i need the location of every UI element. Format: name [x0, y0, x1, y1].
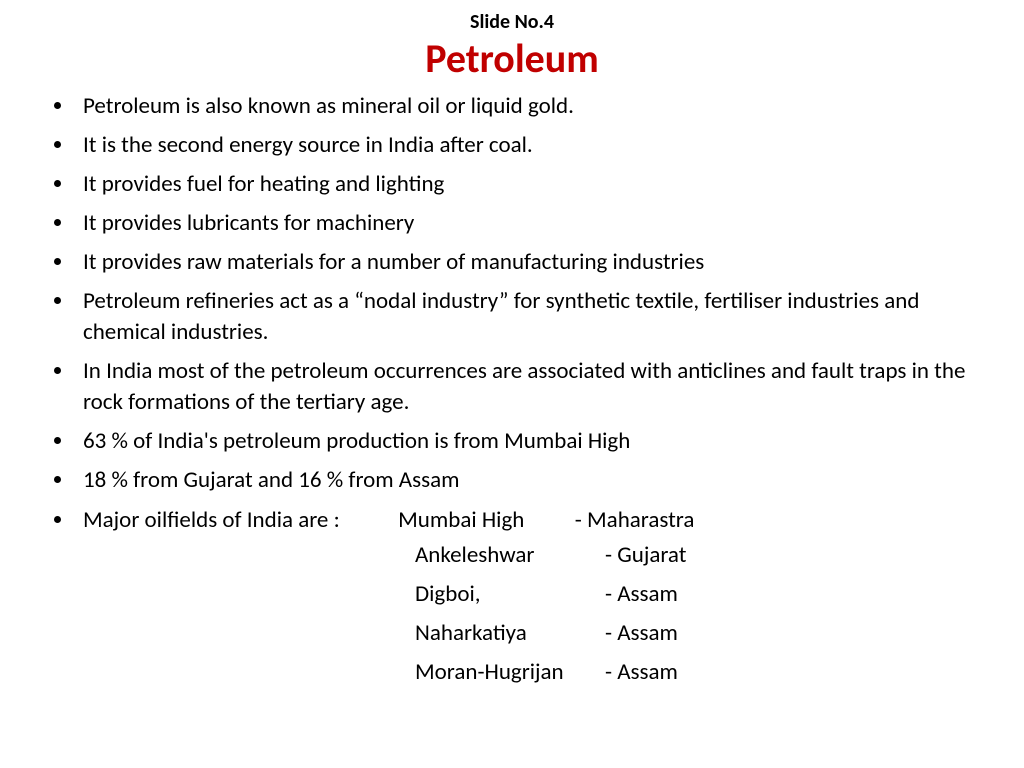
oilfield-state: - Assam	[605, 657, 678, 688]
oilfield-row: Naharkatiya - Assam	[415, 618, 984, 649]
oilfield-state: - Assam	[605, 618, 678, 649]
oilfield-name: Ankeleshwar	[415, 540, 605, 571]
oilfields-intro: Major oilfields of India are :	[83, 506, 340, 534]
oilfield-state: - Maharastra	[575, 506, 695, 534]
bullet-item: It provides lubricants for machinery	[75, 208, 984, 239]
oilfield-name: Digboi,	[415, 579, 605, 610]
oilfield-state: - Assam	[605, 579, 678, 610]
bullet-list: Petroleum is also known as mineral oil o…	[40, 91, 984, 536]
bullet-item: 18 % from Gujarat and 16 % from Assam	[75, 465, 984, 496]
oilfield-state: - Gujarat	[605, 540, 686, 571]
bullet-item-oilfields: Major oilfields of India are : Mumbai Hi…	[75, 505, 984, 536]
bullet-item: Petroleum refineries act as a “nodal ind…	[75, 286, 984, 348]
oilfield-name: Naharkatiya	[415, 618, 605, 649]
oilfield-name: Moran-Hugrijan	[415, 657, 605, 688]
bullet-item: It provides raw materials for a number o…	[75, 247, 984, 278]
bullet-item: 63 % of India's petroleum production is …	[75, 426, 984, 457]
oilfield-row: Ankeleshwar - Gujarat	[415, 540, 984, 571]
bullet-item: It is the second energy source in India …	[75, 130, 984, 161]
oilfield-name: Mumbai High	[398, 506, 524, 534]
oilfield-row: Moran-Hugrijan - Assam	[415, 657, 984, 688]
oilfield-row: Digboi, - Assam	[415, 579, 984, 610]
bullet-item: In India most of the petroleum occurrenc…	[75, 356, 984, 418]
slide-number: Slide No.4	[40, 10, 984, 34]
slide-title: Petroleum	[40, 34, 984, 83]
oilfield-table: Ankeleshwar - Gujarat Digboi, - Assam Na…	[415, 540, 984, 688]
bullet-item: It provides fuel for heating and lightin…	[75, 169, 984, 200]
bullet-item: Petroleum is also known as mineral oil o…	[75, 91, 984, 122]
